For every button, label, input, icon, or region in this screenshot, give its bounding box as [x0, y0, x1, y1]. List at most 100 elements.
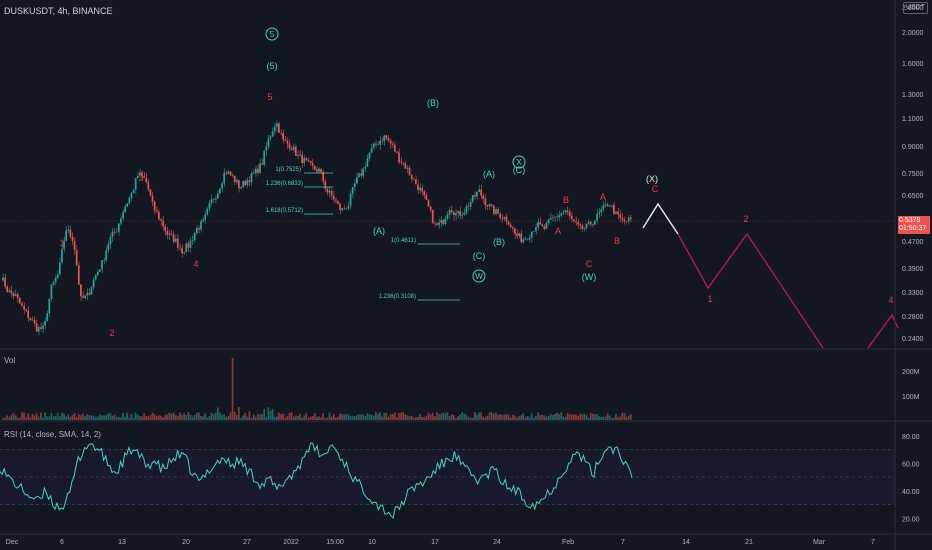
volume-bar [233, 411, 236, 420]
wave-x-projection [642, 202, 679, 235]
candle-body [103, 259, 105, 261]
volume-bar [147, 416, 150, 420]
volume-bar [370, 414, 373, 420]
candle-body [2, 277, 4, 281]
volume-bar [469, 417, 472, 420]
candle-body [267, 138, 270, 147]
candle-body [134, 178, 137, 190]
volume-bar [282, 413, 284, 420]
volume-bar [539, 415, 542, 420]
candle-body [341, 208, 343, 211]
candle-body [77, 265, 80, 285]
volume-bar [134, 412, 137, 420]
candle-body [625, 221, 628, 223]
volume-bars [2, 358, 632, 420]
candle-body [520, 233, 523, 243]
volume-pane-label[interactable]: Vol [4, 356, 16, 365]
volume-bar [303, 415, 306, 420]
volume-bar [4, 417, 6, 420]
candle-body [566, 210, 569, 213]
candle-body [383, 135, 386, 142]
candle-body [330, 190, 333, 196]
volume-bar [591, 413, 594, 420]
candle-body [301, 154, 303, 163]
volume-bar [438, 413, 440, 420]
candle-body [122, 212, 124, 219]
candle-body [516, 233, 518, 236]
volume-bar [292, 416, 295, 420]
candle-body [143, 176, 145, 178]
time-tick-label: 6 [60, 539, 64, 546]
volume-bar [459, 414, 461, 420]
candle-body [427, 199, 430, 207]
volume-bar [254, 416, 257, 420]
candle-body [191, 239, 194, 241]
candle-body [183, 252, 185, 254]
candle-body [412, 179, 415, 180]
volume-bar [520, 415, 523, 420]
volume-bar [389, 414, 392, 420]
wave-label: (B) [427, 98, 439, 108]
candle-body [406, 167, 409, 169]
candle-body [58, 262, 61, 275]
volume-bar [404, 414, 407, 420]
fib-level-label: 1(0.4611) [391, 238, 416, 244]
volume-bar [425, 415, 428, 420]
symbol-title[interactable]: DUSKUSDT, 4h, BINANCE [4, 6, 113, 16]
candle-body [124, 206, 126, 213]
candle-body [10, 290, 13, 294]
volume-bar [505, 414, 508, 420]
wave-label: W [475, 272, 483, 281]
volume-bar [583, 413, 586, 420]
candle-body [619, 214, 622, 218]
candle-body [151, 195, 154, 202]
volume-bar [128, 417, 131, 420]
volume-bar [621, 412, 624, 420]
candle-body [88, 293, 91, 295]
candle-body [442, 219, 445, 224]
candle-body [257, 168, 259, 173]
candle-body [537, 222, 539, 228]
candle-body [8, 290, 11, 292]
volume-bar [532, 417, 535, 420]
volume-bar [231, 358, 234, 420]
rsi-pane-label[interactable]: RSI (14, close, SMA, 14, 2) [4, 430, 101, 439]
price-tick-label: 0.2400 [902, 336, 924, 343]
candle-body [271, 131, 274, 137]
volume-bar [111, 415, 114, 420]
volume-bar [21, 412, 23, 420]
volume-bar [400, 412, 402, 420]
volume-bar [80, 415, 82, 420]
volume-bar [244, 412, 247, 420]
volume-bar [309, 416, 312, 420]
rsi-tick-label: 40.00 [902, 489, 920, 496]
volume-bar [594, 414, 596, 420]
volume-bar [288, 412, 291, 420]
candle-body [189, 240, 192, 248]
volume-bar [185, 415, 188, 420]
volume-bar [40, 412, 42, 420]
candle-body [172, 234, 175, 242]
candle-body [356, 177, 358, 184]
volume-bar [570, 414, 573, 420]
candle-body [345, 208, 348, 210]
candle-body [206, 208, 209, 215]
candle-body [366, 158, 369, 167]
candle-body [168, 233, 171, 235]
currency-unit-badge[interactable]: USDT [903, 2, 929, 14]
volume-bar [88, 415, 91, 420]
candle-body [433, 223, 436, 224]
candle-body [545, 222, 548, 230]
candle-body [176, 238, 179, 248]
wave-label: 2 [743, 214, 748, 224]
wave-path-projection-tail [867, 313, 899, 349]
candlestick-series [2, 120, 632, 336]
volume-bar [474, 412, 476, 420]
candle-body [501, 217, 504, 219]
volume-bar [562, 416, 565, 420]
volume-bar [377, 414, 379, 420]
candle-body [54, 278, 57, 282]
candle-body [575, 221, 577, 223]
candle-body [44, 321, 46, 326]
